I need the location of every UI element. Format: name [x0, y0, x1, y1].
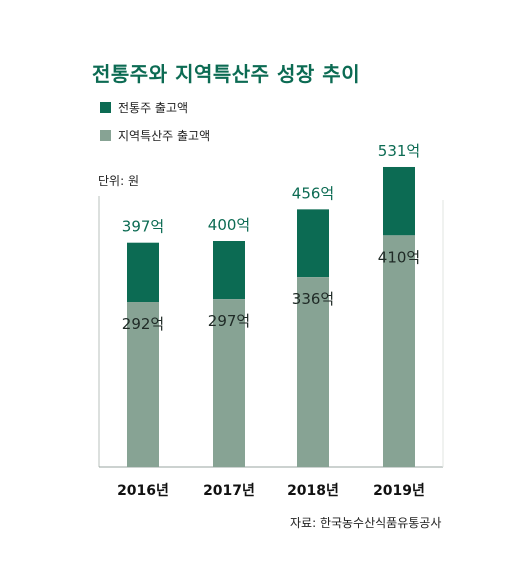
legend-label-regional: 지역특산주 출고액 — [118, 128, 211, 143]
x-tick-label-3: 2019년 — [373, 483, 425, 499]
bar-regional-0 — [127, 302, 159, 467]
bar-regional-1 — [213, 299, 245, 467]
bar-traditional-2 — [297, 209, 329, 278]
legend-item-traditional: 전통주 출고액 — [100, 96, 210, 118]
legend: 전통주 출고액 지역특산주 출고액 — [100, 96, 210, 152]
bar-traditional-3 — [383, 166, 415, 236]
bar-regional-2 — [297, 277, 329, 467]
x-tick-label-1: 2017년 — [203, 483, 255, 499]
data-label-regional-1: 297억 — [208, 312, 250, 330]
legend-swatch-regional — [100, 129, 111, 141]
data-label-regional-2: 336억 — [292, 290, 334, 308]
data-label-regional-3: 410억 — [378, 248, 420, 266]
legend-item-regional: 지역특산주 출고액 — [100, 124, 210, 146]
chart-title: 전통주와 지역특산주 성장 추이 — [92, 62, 361, 86]
legend-swatch-traditional — [100, 101, 111, 113]
source-note: 자료: 한국농수산식품유통공사 — [290, 516, 442, 530]
x-tick-label-0: 2016년 — [117, 483, 169, 499]
bar-regional-3 — [383, 235, 415, 467]
legend-label-traditional: 전통주 출고액 — [118, 100, 189, 115]
data-label-total-1: 400억 — [208, 216, 250, 234]
unit-label: 단위: 원 — [98, 174, 139, 188]
bar-traditional-0 — [127, 242, 159, 303]
data-label-total-3: 531억 — [378, 142, 420, 160]
data-label-total-0: 397억 — [122, 218, 164, 236]
data-label-regional-0: 292억 — [122, 315, 164, 333]
x-tick-label-2: 2018년 — [287, 483, 339, 499]
bar-traditional-1 — [213, 241, 245, 300]
data-label-total-2: 456억 — [292, 184, 334, 202]
